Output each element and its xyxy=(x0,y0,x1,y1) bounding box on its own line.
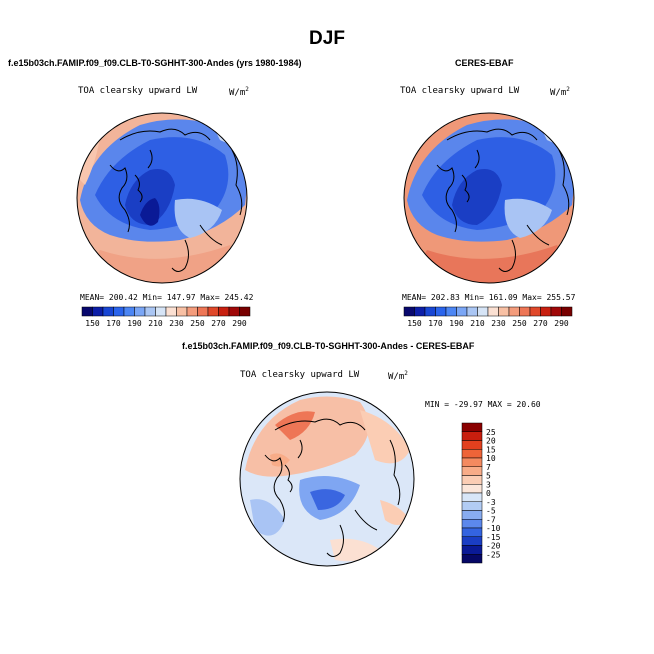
colorbar-tick-label: 25 xyxy=(486,428,496,437)
colorbar-tick-label: 10 xyxy=(486,454,496,463)
colorbar-tick-label: 15 xyxy=(486,445,496,454)
colorbar-tick-label: 230 xyxy=(491,319,506,328)
left-case-title: f.e15b03ch.FAMIP.f09_f09.CLB-T0-SGHHT-30… xyxy=(8,58,302,68)
colorbar-tick-label: 250 xyxy=(512,319,527,328)
colorbar-box xyxy=(165,306,177,317)
colorbar-box xyxy=(487,306,499,317)
colorbar-tick-label: -7 xyxy=(486,515,496,524)
colorbar-box xyxy=(461,449,483,459)
colorbar-tick-label: 0 xyxy=(486,489,491,498)
colorbar-box xyxy=(466,306,478,317)
colorbar-box xyxy=(92,306,104,317)
colorbar-box xyxy=(461,440,483,450)
colorbar-tick-label: 170 xyxy=(428,319,443,328)
diff-units-label: W/m2 xyxy=(388,370,408,382)
colorbar-tick-label: 150 xyxy=(407,319,422,328)
colorbar-box xyxy=(155,306,167,317)
colorbar-box xyxy=(456,306,468,317)
colorbar-box xyxy=(508,306,520,317)
colorbar-box xyxy=(81,306,93,317)
colorbar-box xyxy=(134,306,146,317)
diff-polar-map xyxy=(239,391,415,567)
colorbar-box xyxy=(218,306,230,317)
colorbar-box xyxy=(461,484,483,494)
colorbar-box xyxy=(102,306,114,317)
colorbar-box xyxy=(498,306,510,317)
colorbar-box xyxy=(228,306,240,317)
colorbar-tick-label: 5 xyxy=(486,472,491,481)
colorbar-box xyxy=(186,306,198,317)
colorbar-box xyxy=(461,475,483,485)
colorbar-box xyxy=(123,306,135,317)
colorbar-box xyxy=(561,306,573,317)
colorbar-tick-label: 230 xyxy=(169,319,184,328)
diff-variable-label: TOA clearsky upward LW xyxy=(240,370,360,380)
colorbar-tick-label: 210 xyxy=(470,319,485,328)
diff-stats: MIN = -29.97 MAX = 20.60 xyxy=(425,400,541,409)
right-variable-label: TOA clearsky upward LW xyxy=(400,86,520,96)
colorbar-box xyxy=(113,306,125,317)
colorbar-box xyxy=(403,306,415,317)
colorbar-box xyxy=(424,306,436,317)
colorbar-tick-label: 270 xyxy=(533,319,548,328)
left-polar-map xyxy=(76,112,248,284)
colorbar-box xyxy=(197,306,209,317)
colorbar-box xyxy=(239,306,251,317)
colorbar-tick-label: -15 xyxy=(486,533,501,542)
colorbar-box xyxy=(477,306,489,317)
colorbar-box xyxy=(529,306,541,317)
colorbar-box xyxy=(414,306,426,317)
colorbar-box xyxy=(435,306,447,317)
colorbar-box xyxy=(550,306,562,317)
colorbar-tick-label: 210 xyxy=(148,319,163,328)
right-colorbar: 150 170 190 210 230 250 270 290 xyxy=(403,306,573,328)
colorbar-box xyxy=(445,306,457,317)
colorbar-tick-label: -10 xyxy=(486,524,501,533)
colorbar-box xyxy=(461,527,483,537)
left-units-label: W/m2 xyxy=(229,86,249,98)
colorbar-tick-label: 270 xyxy=(211,319,226,328)
right-units-label: W/m2 xyxy=(550,86,570,98)
colorbar-box xyxy=(540,306,552,317)
left-colorbar: 150 170 190 210 230 250 270 290 xyxy=(81,306,251,328)
left-stats: MEAN= 200.42 Min= 147.97 Max= 245.42 xyxy=(80,293,254,302)
colorbar-tick-label: -3 xyxy=(486,498,496,507)
colorbar-box xyxy=(176,306,188,317)
colorbar-tick-label: 20 xyxy=(486,437,496,446)
colorbar-tick-label: 7 xyxy=(486,463,491,472)
colorbar-box xyxy=(461,422,483,432)
colorbar-tick-label: 190 xyxy=(449,319,464,328)
colorbar-box xyxy=(519,306,531,317)
right-stats: MEAN= 202.83 Min= 161.09 Max= 255.57 xyxy=(402,293,576,302)
colorbar-tick-label: 170 xyxy=(106,319,121,328)
colorbar-tick-label: 290 xyxy=(554,319,569,328)
colorbar-tick-label: 190 xyxy=(127,319,142,328)
colorbar-tick-label: -20 xyxy=(486,542,501,551)
colorbar-tick-label: 290 xyxy=(232,319,247,328)
colorbar-box xyxy=(461,501,483,511)
colorbar-box xyxy=(461,466,483,476)
colorbar-box xyxy=(461,431,483,441)
page-title: DJF xyxy=(309,28,345,49)
left-variable-label: TOA clearsky upward LW xyxy=(78,86,198,96)
colorbar-box xyxy=(461,492,483,502)
right-case-title: CERES-EBAF xyxy=(455,58,514,68)
colorbar-tick-label: 3 xyxy=(486,480,491,489)
colorbar-box xyxy=(461,510,483,520)
right-polar-map xyxy=(403,112,575,284)
colorbar-box xyxy=(207,306,219,317)
colorbar-tick-label: 250 xyxy=(190,319,205,328)
colorbar-box xyxy=(461,457,483,467)
colorbar-box xyxy=(461,554,483,564)
colorbar-box xyxy=(461,536,483,546)
colorbar-tick-label: -25 xyxy=(486,550,501,559)
colorbar-box xyxy=(144,306,156,317)
colorbar-tick-label: 150 xyxy=(85,319,100,328)
diff-case-title: f.e15b03ch.FAMIP.f09_f09.CLB-T0-SGHHT-30… xyxy=(182,341,475,351)
colorbar-box xyxy=(461,545,483,555)
colorbar-tick-label: -5 xyxy=(486,507,496,516)
colorbar-box xyxy=(461,519,483,529)
